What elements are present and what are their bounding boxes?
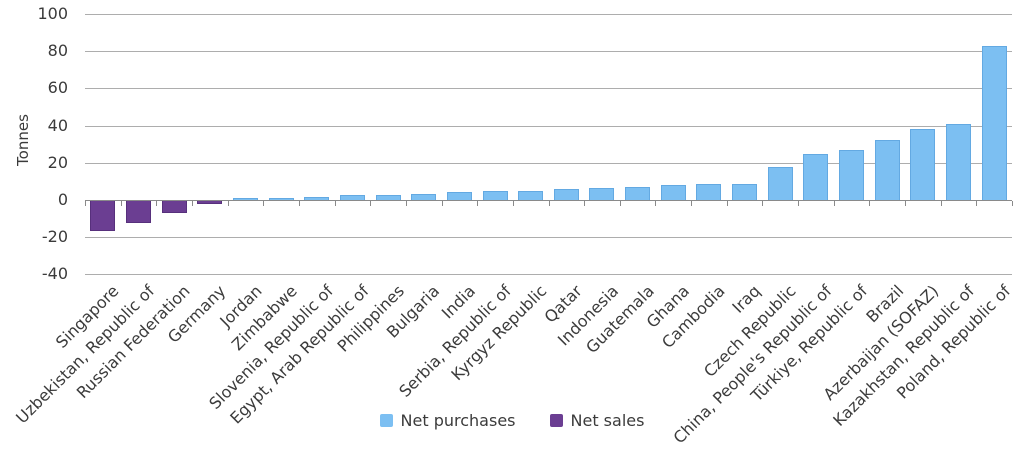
bar	[946, 123, 972, 200]
bar	[125, 201, 151, 224]
x-tick-mark	[976, 201, 978, 206]
y-tick-label: 60	[47, 78, 68, 98]
bar	[268, 197, 294, 200]
y-tick-label: 40	[47, 115, 68, 135]
x-tick-mark	[227, 201, 229, 206]
bar	[767, 166, 793, 200]
x-axis-line	[85, 200, 1012, 201]
bar	[803, 153, 829, 200]
legend-label: Net sales	[570, 411, 645, 430]
gridline	[85, 51, 1012, 53]
x-tick-mark	[655, 201, 657, 206]
legend-item-net-sales: Net sales	[549, 411, 645, 430]
gridline	[85, 237, 1012, 239]
x-tick-mark	[334, 201, 336, 206]
legend-label: Net purchases	[400, 411, 516, 430]
x-tick-mark	[833, 201, 835, 206]
x-tick-mark	[1012, 201, 1013, 206]
gridline	[85, 125, 1012, 127]
bar	[232, 198, 258, 200]
bar	[696, 184, 722, 200]
bar	[732, 183, 758, 200]
x-tick-mark	[762, 201, 764, 206]
legend: Net purchases Net sales	[0, 411, 1024, 430]
net-purchases-swatch-icon	[379, 414, 393, 427]
bar	[660, 185, 686, 200]
x-tick-mark	[869, 201, 871, 206]
y-tick-label: 100	[37, 4, 68, 23]
bar	[482, 191, 508, 200]
bar	[197, 201, 223, 204]
bar	[981, 45, 1007, 200]
y-tick-label: -20	[41, 227, 68, 247]
gridline	[85, 88, 1012, 90]
x-tick-mark	[798, 201, 800, 206]
bar	[339, 195, 365, 200]
y-tick-label: 0	[57, 190, 68, 209]
gridline	[85, 274, 1012, 276]
y-tick-label: -40	[41, 264, 68, 284]
bar	[304, 196, 330, 200]
x-tick-mark	[691, 201, 693, 206]
net-sales-swatch-icon	[549, 414, 563, 427]
bar	[625, 187, 651, 200]
y-tick-label: 20	[47, 152, 68, 172]
bar	[90, 201, 116, 231]
bar	[910, 129, 936, 200]
bar	[446, 192, 472, 200]
x-tick-mark	[584, 201, 586, 206]
bar	[839, 149, 865, 200]
x-tick-mark	[905, 201, 907, 206]
x-tick-mark	[298, 201, 300, 206]
x-tick-mark	[548, 201, 550, 206]
bar	[161, 201, 187, 214]
bar	[411, 194, 437, 200]
x-tick-mark	[940, 201, 942, 206]
x-tick-mark	[477, 201, 479, 206]
x-tick-mark	[619, 201, 621, 206]
x-tick-mark	[156, 201, 158, 206]
x-tick-mark	[512, 201, 514, 206]
bar	[589, 188, 615, 200]
x-tick-mark	[405, 201, 407, 206]
bar	[553, 189, 579, 200]
x-tick-mark	[120, 201, 122, 206]
y-tick-label: 80	[47, 41, 68, 61]
x-tick-mark	[726, 201, 728, 206]
gridline	[85, 162, 1012, 164]
gridline	[85, 14, 1012, 15]
bar	[874, 140, 900, 200]
x-tick-mark	[85, 201, 86, 206]
x-tick-mark	[263, 201, 265, 206]
bar	[375, 194, 401, 200]
bar	[518, 190, 544, 200]
legend-item-net-purchases: Net purchases	[379, 411, 516, 430]
x-tick-mark	[441, 201, 443, 206]
x-tick-mark	[370, 201, 372, 206]
x-tick-mark	[191, 201, 193, 206]
